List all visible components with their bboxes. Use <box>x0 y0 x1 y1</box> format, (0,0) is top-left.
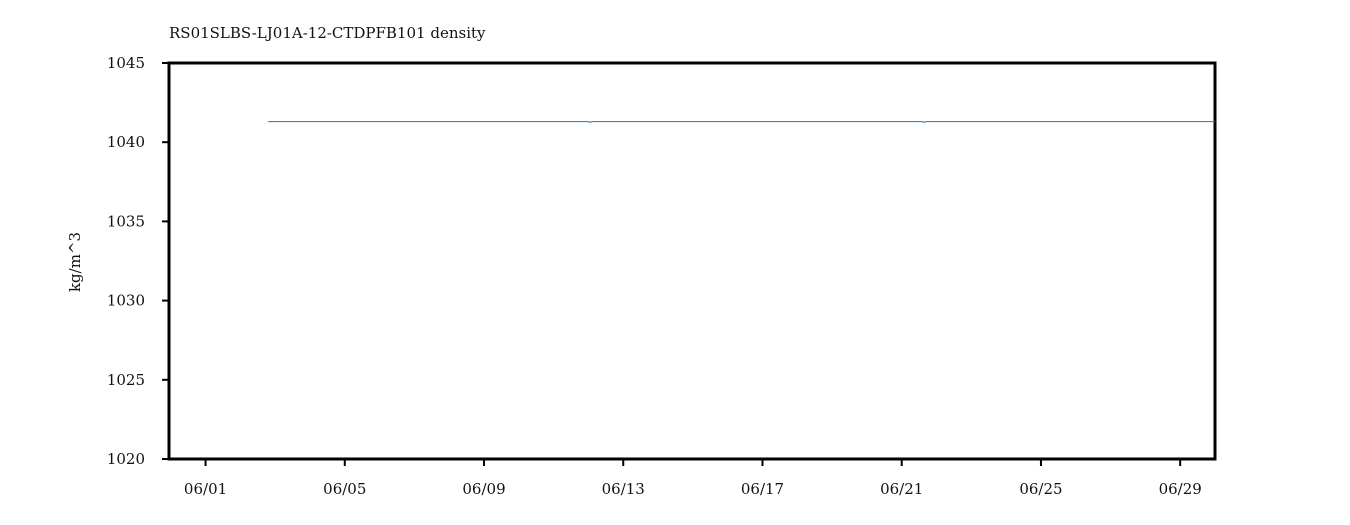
chart-title: RS01SLBS-LJ01A-12-CTDPFB101 density <box>169 24 486 42</box>
x-tick-label: 06/09 <box>462 480 505 498</box>
x-tick-label: 06/13 <box>602 480 645 498</box>
x-axis: 06/01 06/05 06/09 06/13 06/17 06/21 06/25 06/29 <box>184 459 1202 498</box>
y-tick-label: 1030 <box>107 292 145 310</box>
x-tick-label: 06/17 <box>741 480 784 498</box>
y-tick-label: 1025 <box>107 371 145 389</box>
y-tick-label: 1035 <box>107 212 145 230</box>
plot-area: 1020 1025 1030 1035 1040 1045 06/01 06/05 06/09… <box>107 54 1217 498</box>
y-axis: 1020 1025 1030 1035 1040 1045 <box>107 54 169 468</box>
y-axis-label: kg/m^3 <box>66 232 84 292</box>
x-tick-label: 06/05 <box>323 480 366 498</box>
x-tick-label: 06/25 <box>1019 480 1062 498</box>
y-tick-label: 1020 <box>107 450 145 468</box>
series-layer <box>268 121 1215 123</box>
x-tick-label: 06/21 <box>880 480 923 498</box>
y-tick-label: 1040 <box>107 133 145 151</box>
x-tick-label: 06/01 <box>184 480 227 498</box>
y-tick-label: 1045 <box>107 54 145 72</box>
plot-frame <box>167 61 1217 461</box>
x-tick-label: 06/29 <box>1159 480 1202 498</box>
series-line-0 <box>268 121 1215 123</box>
